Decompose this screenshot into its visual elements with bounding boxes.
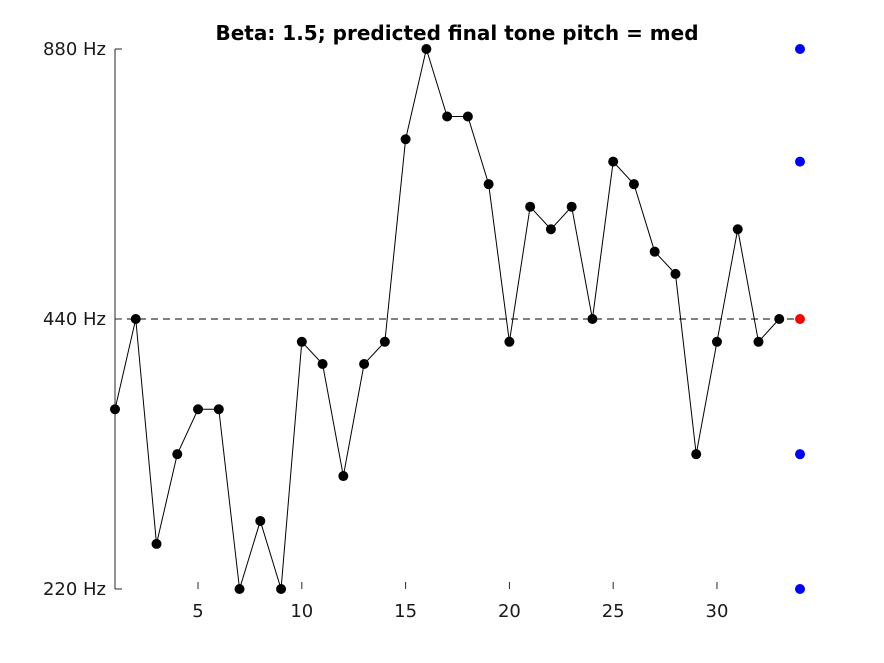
data-point [525,201,536,212]
data-point [711,336,722,347]
data-point [379,336,390,347]
data-point [296,336,307,347]
candidate-point [795,314,805,324]
data-point [504,336,515,347]
x-tick-label: 10 [290,601,313,622]
series-group [110,44,785,594]
data-point [130,314,141,324]
data-point [774,314,785,324]
x-tick-label: 30 [706,601,729,622]
data-point [421,44,432,54]
candidate-point [795,449,805,460]
x-axis-ticks: 5 10 15 20 25 30 [192,582,728,622]
data-point [213,404,224,415]
y-tick-label: 880 Hz [43,39,106,60]
data-point [545,224,556,235]
x-tick-label: 5 [192,601,203,622]
data-point [317,358,328,369]
data-point [400,134,411,145]
data-point [442,111,453,122]
y-axis-ticks: 220 Hz 440 Hz 880 Hz [43,39,122,600]
data-point [628,179,639,190]
data-point [338,471,349,482]
chart-title: Beta: 1.5; predicted final tone pitch = … [215,21,698,45]
x-tick-label: 25 [602,601,625,622]
data-point [587,314,598,324]
data-point [649,246,660,257]
data-point [608,156,619,167]
data-point [359,358,370,369]
data-point [691,449,702,460]
candidate-point [795,44,805,54]
y-tick-label: 440 Hz [43,309,106,330]
candidate-points-group [795,44,805,594]
x-tick-label: 15 [394,601,417,622]
data-point [234,584,245,594]
data-point [462,111,473,122]
data-point [110,404,120,415]
data-point [670,268,681,279]
data-point [151,538,162,549]
data-point [483,179,494,190]
data-point [732,224,743,235]
x-tick-label: 20 [498,601,521,622]
candidate-point [795,584,805,594]
data-point [172,449,183,460]
data-point [193,404,204,415]
data-point [753,336,764,347]
data-point [255,515,266,526]
data-point [566,201,577,212]
candidate-point [795,156,805,167]
y-tick-label: 220 Hz [43,579,106,600]
data-point [276,584,287,594]
